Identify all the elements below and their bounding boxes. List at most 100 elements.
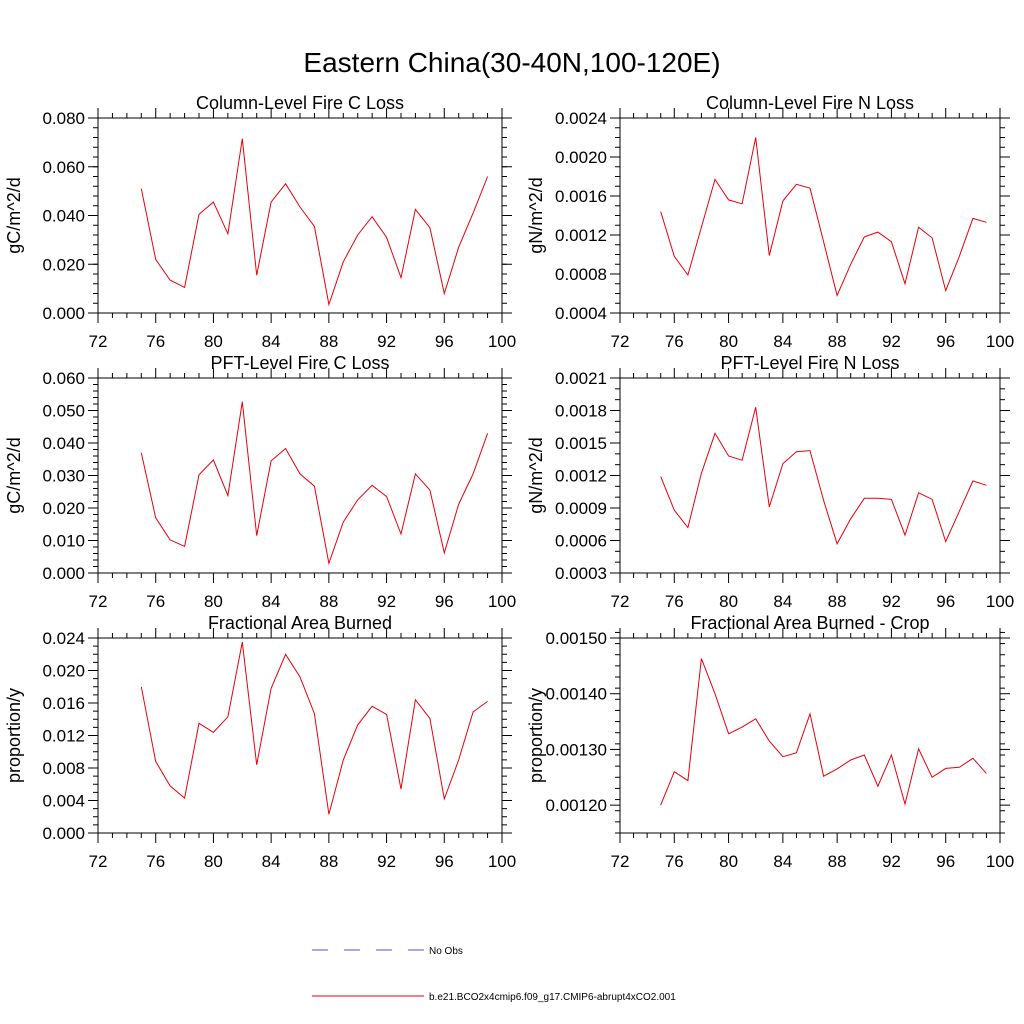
y-tick-label: 0.016 bbox=[42, 694, 85, 713]
x-tick-label: 80 bbox=[719, 332, 738, 351]
y-tick-label: 0.00140 bbox=[546, 685, 607, 704]
panel-5: Fractional Area Burned proportion/y 0.000 0… bbox=[4, 613, 516, 871]
y-tick-label: 0.000 bbox=[42, 304, 85, 323]
y-tick-label: 0.024 bbox=[42, 629, 85, 648]
x-tick-label: 76 bbox=[665, 332, 684, 351]
x-tick-label: 92 bbox=[882, 332, 901, 351]
panel-2: Column-Level Fire N Loss gN/m^2/d 0.0004 0.… bbox=[526, 93, 1014, 351]
x-tick-label: 88 bbox=[828, 332, 847, 351]
panel-title: Fractional Area Burned bbox=[208, 613, 392, 633]
y-tick-label: 0.00130 bbox=[546, 740, 607, 759]
panel-title: PFT-Level Fire C Loss bbox=[210, 353, 389, 373]
x-tick-label: 72 bbox=[89, 592, 108, 611]
y-tick-label: 0.000 bbox=[42, 824, 85, 843]
x-tick-label: 96 bbox=[936, 332, 955, 351]
y-axis-label: gC/m^2/d bbox=[4, 437, 24, 513]
series-line bbox=[140, 138, 489, 307]
y-axis-label: proportion/y bbox=[526, 688, 546, 783]
x-tick-label: 72 bbox=[611, 592, 630, 611]
y-tick-label: 0.020 bbox=[42, 499, 85, 518]
panel-6: Fractional Area Burned - Crop proportion/… bbox=[526, 613, 1014, 871]
panel-3: PFT-Level Fire C Loss gC/m^2/d 0.000 0.010 0… bbox=[4, 353, 516, 611]
y-tick-label: 0.030 bbox=[42, 467, 85, 486]
x-tick-label: 84 bbox=[262, 852, 281, 871]
x-tick-label: 76 bbox=[665, 592, 684, 611]
x-tick-label: 100 bbox=[986, 592, 1014, 611]
figure-title: Eastern China(30-40N,100-120E) bbox=[303, 47, 720, 78]
x-tick-label: 72 bbox=[89, 332, 108, 351]
y-tick-label: 0.050 bbox=[42, 402, 85, 421]
series-line bbox=[660, 137, 987, 297]
legend: No Obs b.e21.BCO2x4cmip6.f09_g17.CMIP6-a… bbox=[312, 946, 676, 1003]
y-tick-label: 0.0008 bbox=[555, 265, 607, 284]
x-tick-label: 84 bbox=[262, 592, 281, 611]
x-tick-label: 72 bbox=[611, 852, 630, 871]
x-tick-label: 84 bbox=[773, 592, 792, 611]
y-tick-label: 0.010 bbox=[42, 532, 85, 551]
x-tick-label: 80 bbox=[204, 852, 223, 871]
y-tick-label: 0.020 bbox=[42, 662, 85, 681]
y-tick-label: 0.00120 bbox=[546, 796, 607, 815]
y-tick-label: 0.0012 bbox=[555, 467, 607, 486]
x-tick-label: 100 bbox=[488, 592, 516, 611]
panel-title: Column-Level Fire C Loss bbox=[196, 93, 404, 113]
y-tick-label: 0.0004 bbox=[555, 304, 607, 323]
y-axis-label: gN/m^2/d bbox=[526, 437, 546, 513]
series-line bbox=[660, 658, 987, 806]
series-line bbox=[660, 407, 987, 546]
y-tick-label: 0.0024 bbox=[555, 109, 607, 128]
x-tick-label: 100 bbox=[986, 332, 1014, 351]
x-tick-label: 88 bbox=[319, 332, 338, 351]
x-tick-label: 72 bbox=[89, 852, 108, 871]
x-tick-label: 76 bbox=[146, 852, 165, 871]
panels-group: Column-Level Fire C Loss gC/m^2/d 0.000 0.0… bbox=[4, 93, 1014, 871]
x-tick-label: 88 bbox=[828, 852, 847, 871]
x-tick-label: 96 bbox=[435, 332, 454, 351]
legend-label-no-obs: No Obs bbox=[429, 946, 463, 957]
y-axis-label: proportion/y bbox=[4, 688, 24, 783]
y-tick-label: 0.040 bbox=[42, 434, 85, 453]
x-tick-label: 84 bbox=[773, 332, 792, 351]
x-tick-label: 100 bbox=[488, 332, 516, 351]
panel-title: Fractional Area Burned - Crop bbox=[690, 613, 929, 633]
panel-1: Column-Level Fire C Loss gC/m^2/d 0.000 0.0… bbox=[4, 93, 516, 351]
x-tick-label: 80 bbox=[204, 332, 223, 351]
y-tick-label: 0.060 bbox=[42, 158, 85, 177]
x-tick-label: 96 bbox=[936, 852, 955, 871]
x-tick-label: 80 bbox=[719, 852, 738, 871]
y-tick-label: 0.00150 bbox=[546, 629, 607, 648]
y-tick-label: 0.080 bbox=[42, 109, 85, 128]
x-tick-label: 92 bbox=[377, 332, 396, 351]
x-tick-label: 100 bbox=[986, 852, 1014, 871]
y-tick-label: 0.0009 bbox=[555, 499, 607, 518]
y-tick-label: 0.020 bbox=[42, 255, 85, 274]
legend-label-case: b.e21.BCO2x4cmip6.f09_g17.CMIP6-abrupt4x… bbox=[429, 992, 676, 1003]
y-tick-label: 0.0012 bbox=[555, 226, 607, 245]
y-tick-label: 0.0018 bbox=[555, 402, 607, 421]
y-tick-label: 0.008 bbox=[42, 759, 85, 778]
y-tick-label: 0.0003 bbox=[555, 564, 607, 583]
y-tick-label: 0.060 bbox=[42, 369, 85, 388]
y-tick-label: 0.0016 bbox=[555, 187, 607, 206]
y-tick-label: 0.040 bbox=[42, 207, 85, 226]
x-tick-label: 96 bbox=[936, 592, 955, 611]
x-tick-label: 80 bbox=[204, 592, 223, 611]
x-tick-label: 88 bbox=[319, 592, 338, 611]
y-tick-label: 0.012 bbox=[42, 727, 85, 746]
y-axis-label: gN/m^2/d bbox=[526, 177, 546, 253]
x-tick-label: 84 bbox=[773, 852, 792, 871]
series-line bbox=[140, 401, 489, 566]
x-tick-label: 100 bbox=[488, 852, 516, 871]
panel-title: PFT-Level Fire N Loss bbox=[720, 353, 899, 373]
x-tick-label: 80 bbox=[719, 592, 738, 611]
y-tick-label: 0.004 bbox=[42, 792, 85, 811]
x-tick-label: 76 bbox=[665, 852, 684, 871]
panel-title: Column-Level Fire N Loss bbox=[706, 93, 914, 113]
x-tick-label: 72 bbox=[611, 332, 630, 351]
x-tick-label: 92 bbox=[882, 852, 901, 871]
y-tick-label: 0.0006 bbox=[555, 532, 607, 551]
y-tick-label: 0.0015 bbox=[555, 434, 607, 453]
y-tick-label: 0.000 bbox=[42, 564, 85, 583]
